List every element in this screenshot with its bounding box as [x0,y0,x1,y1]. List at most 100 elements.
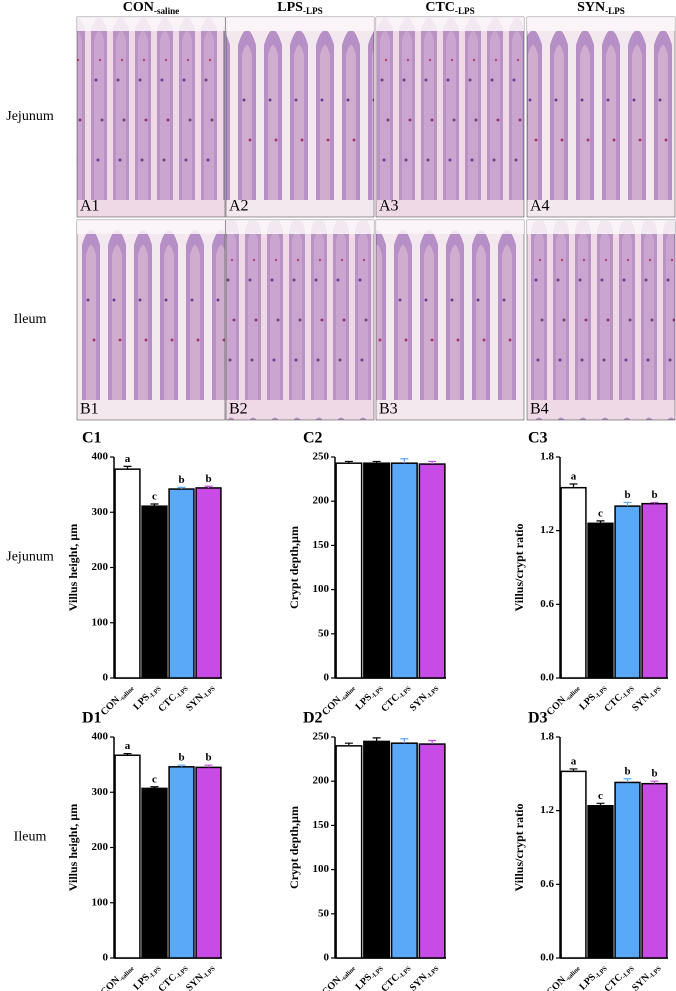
y-tick-label: 250 [313,731,330,743]
x-tick-label-sub: -LPS [398,685,413,700]
histology-image [526,16,676,218]
significance-letter: b [205,752,211,764]
y-axis-label: Villus height, µm [66,804,80,891]
x-tick-label: SYN-LPS [630,962,663,991]
y-axis-label: Villus height, µm [66,524,80,611]
x-tick-label-sub: -LPS [370,965,385,980]
column-header: CTC-LPS [425,0,474,16]
significance-letter: c [598,790,603,802]
significance-letter: a [125,740,131,752]
significance-letter: b [651,768,657,780]
x-tick-label-sub: -LPS [621,685,636,700]
y-tick-label: 250 [313,451,330,463]
bar [114,754,141,959]
significance-letter: b [624,489,630,501]
significance-letter: b [178,474,184,486]
x-tick-label: CON-saline [320,962,357,991]
y-tick-label: 100 [92,896,109,908]
bar [560,770,587,959]
error-bar [177,764,186,767]
x-tick-label: CTC-LPS [157,682,191,716]
panel-label: C3 [528,430,548,447]
error-bar [372,737,381,742]
x-tick-label-sub: -saline [340,966,358,984]
y-tick-label: 0.6 [540,878,554,890]
column-header: CON-saline [123,0,179,16]
x-tick-label: SYN-LPS [184,682,217,715]
image-background-top [527,17,675,31]
y-tick-label: 50 [318,907,330,919]
error-bar [650,780,659,784]
x-tick-label-sub: -saline [340,686,358,704]
y-tick-label: 0 [103,952,109,964]
panel-label: B1 [80,401,99,418]
error-bar [569,768,578,772]
panel-label: D3 [528,710,548,727]
y-tick-label: 0 [324,672,330,684]
significance-letter: a [571,755,577,767]
bar [390,742,418,959]
panel-label: A2 [229,198,249,215]
histology-grid: CON-saline LPS-LPS CTC-LPS SYN-LPSJejunumIl… [6,0,676,421]
bar [641,782,668,959]
bar [141,505,168,679]
x-tick-label-sub: -LPS [621,965,636,980]
significance-letter: c [152,773,157,785]
bar [587,522,614,679]
x-tick-label-sub: -LPS [594,685,609,700]
x-tick-label-sub: -saline [564,966,582,984]
bar [168,766,195,959]
bar [195,766,222,959]
y-axis-label: Villus/crypt ratio [512,804,526,892]
image-background-top [376,220,524,234]
significance-letter: c [598,507,603,519]
x-tick-label-sub: -LPS [370,685,385,700]
histology-image [225,219,375,421]
x-tick-label: CON-saline [99,682,136,719]
panel-label: A3 [379,198,399,215]
column-header-sub: -LPS [303,6,323,16]
significance-letter: a [125,453,131,465]
y-axis-label: Crypt depth,µm [287,526,301,609]
error-bar [123,752,132,756]
y-tick-label: 300 [92,786,109,798]
column-header-main: CON [123,0,154,15]
x-tick-label: CTC-LPS [603,682,637,716]
bar [641,502,668,679]
image-background-top [226,17,374,31]
x-tick-label: SYN-LPS [408,962,441,991]
y-tick-label: 1.8 [540,731,554,743]
y-tick-label: 100 [313,583,330,595]
y-tick-label: 150 [313,819,330,831]
x-tick-label-sub: -saline [564,686,582,704]
significance-letter: b [178,752,184,764]
y-tick-label: 400 [92,451,109,463]
y-tick-label: 150 [313,539,330,551]
panel-label: B4 [530,401,549,418]
x-tick-label-sub: -LPS [426,685,441,700]
y-axis-label: Villus/crypt ratio [512,524,526,612]
error-bar [428,460,437,465]
significance-letter: c [152,490,157,502]
y-tick-label: 400 [92,731,109,743]
y-tick-label: 50 [318,627,330,639]
error-bar [150,786,159,789]
x-tick-label: CON-saline [545,962,582,991]
y-tick-label: 0.0 [540,952,554,964]
bar [390,462,418,679]
y-axis-label: Crypt depth,µm [287,806,301,889]
x-tick-label: CTC-LPS [379,682,413,716]
column-header: SYN-LPS [577,0,625,16]
panel-label: B3 [379,401,398,418]
bar [587,805,614,959]
x-tick-label-sub: -LPS [148,685,163,700]
y-tick-label: 100 [313,863,330,875]
histology-image [225,16,375,218]
error-bar [596,520,605,524]
chart-row-label: Jejunum [6,550,54,565]
column-header-main: CTC [425,0,455,15]
panel-label: C2 [303,430,323,447]
bar [418,463,446,679]
x-tick-label-sub: -LPS [202,965,217,980]
